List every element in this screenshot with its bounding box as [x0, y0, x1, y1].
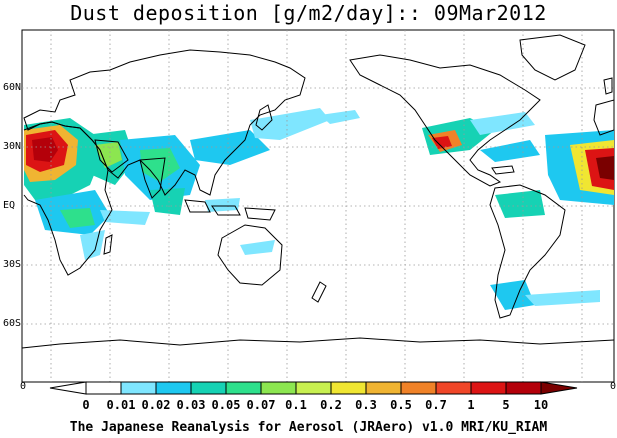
dust-pacific-plume: [250, 108, 330, 140]
dust-arabia-core: [95, 142, 122, 168]
coastlines: [21, 34, 615, 349]
colorbar-tick-label: 0.07: [246, 398, 276, 412]
coast-arabia: [94, 139, 129, 173]
coast-indonesia-1: [184, 199, 211, 213]
dust-patagonia: [490, 280, 535, 310]
coast-madagascar: [103, 234, 113, 255]
colorbar-tick-label: 0.2: [320, 398, 342, 412]
gridlines: [22, 30, 614, 382]
dust-caribbean: [480, 140, 540, 162]
coast-new-guinea: [244, 207, 276, 221]
coast-iberia: [593, 99, 615, 136]
lat-label-30s: 30S: [3, 259, 22, 270]
colorbar-bin-7: [330, 381, 367, 395]
lat-label-eq: EQ: [3, 200, 16, 211]
map-title: Dust deposition [g/m2/day]:: 09Mar2012: [70, 1, 547, 25]
coast-australia: [217, 224, 283, 286]
dust-indonesia: [205, 198, 240, 212]
coast-india: [139, 157, 166, 199]
colorbar-bin-10: [435, 381, 472, 395]
colorbar-tick-label: 0.01: [106, 398, 136, 412]
dust-east-africa: [80, 230, 105, 260]
coast-japan: [255, 104, 273, 131]
coast-greenland: [519, 34, 586, 81]
dust-south-atlantic: [525, 290, 600, 306]
colorbar-bin-8: [365, 381, 402, 395]
colorbar-bin-2: [155, 381, 192, 395]
dust-atlantic-east-core: [596, 156, 614, 180]
colorbar-tick-label: 0.5: [390, 398, 412, 412]
colorbar-bin-12: [505, 381, 542, 395]
colorbar-bin-9: [400, 381, 437, 395]
edge-label-left: 0: [20, 381, 27, 392]
coast-north-america: [349, 54, 541, 187]
colorbar-tick-label: 0.05: [211, 398, 241, 412]
colorbar-tick-label: 0.7: [425, 398, 447, 412]
dust-indian-ocean: [100, 210, 150, 225]
dust-east-asia: [190, 130, 270, 165]
colorbar-tick-label: 0: [82, 398, 90, 412]
coast-antarctica: [21, 337, 615, 349]
colorbar-bin-11: [470, 381, 507, 395]
colorbar-tick-label: 10: [533, 398, 549, 412]
colorbar-bin-4: [225, 381, 262, 395]
dust-pacific-plume2: [320, 110, 360, 124]
colorbar-tick-label: 0.1: [285, 398, 307, 412]
colorbar-bin-1: [120, 381, 157, 395]
lat-label-60s: 60S: [3, 318, 22, 329]
colorbar-bin-0: [85, 381, 122, 395]
colorbar-bin-5: [260, 381, 297, 395]
colorbar-bin-3: [190, 381, 227, 395]
footer-credit: The Japanese Reanalysis for Aerosol (JRA…: [69, 420, 548, 435]
dust-sahara-core: [32, 137, 58, 162]
dust-atlantic-plume: [470, 112, 535, 135]
colorbar-bin-6: [295, 381, 332, 395]
colorbar-tick-label: 5: [502, 398, 510, 412]
lat-label-30n: 30N: [3, 141, 22, 152]
colorbar-tick-label: 0.02: [141, 398, 171, 412]
coast-indonesia-2: [211, 205, 241, 216]
dust-australia: [240, 240, 275, 255]
coast-new-zealand: [311, 281, 327, 303]
dust-india-core: [140, 148, 180, 182]
lat-label-60n: 60N: [3, 82, 22, 93]
colorbar-tick-label: 0.3: [355, 398, 377, 412]
dust-bay-bengal: [150, 188, 185, 215]
colorbar: [49, 381, 578, 395]
coast-cuba: [491, 165, 515, 175]
dust-south-america-north: [495, 190, 545, 218]
dust-north-america-core: [432, 136, 452, 149]
colorbar-tick-label: 1: [467, 398, 475, 412]
colorbar-arrow-left: [49, 381, 87, 395]
dust-central-africa: [60, 208, 95, 228]
coast-south-america: [489, 184, 566, 319]
coast-africa: [23, 121, 113, 276]
colorbar-tick-label: 0.03: [176, 398, 206, 412]
dust-fields: [24, 108, 614, 310]
edge-label-right: 0: [610, 381, 617, 392]
colorbar-arrow-right: [540, 381, 578, 395]
coast-uk: [603, 77, 613, 95]
